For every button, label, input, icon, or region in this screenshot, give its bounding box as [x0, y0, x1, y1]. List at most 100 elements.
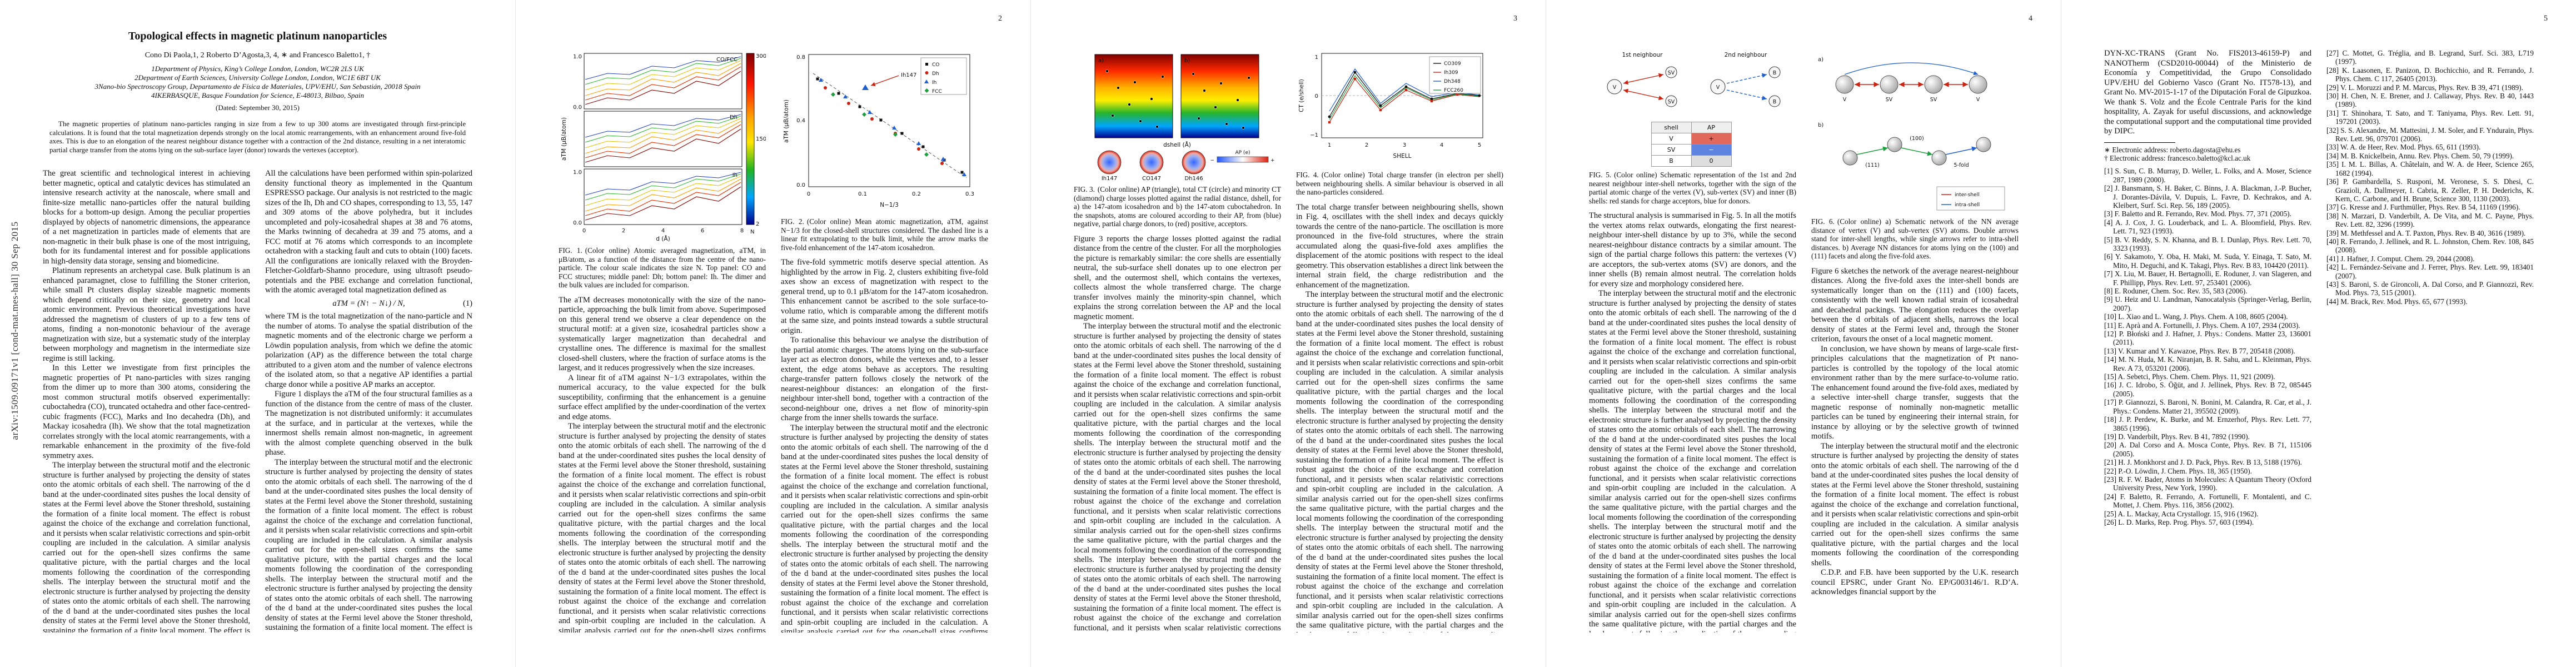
front-matter: Topological effects in magnetic platinum…	[43, 30, 472, 155]
figure-caption-text: (Color online) Atomic averaged magnetiza…	[559, 246, 766, 289]
legend-label: Ih309	[1444, 70, 1458, 76]
figure-4-caption: FIG. 4. (Color online) Total charge trans…	[1296, 171, 1503, 197]
affiliation-2: 2Department of Earth Sciences, Universit…	[134, 73, 381, 82]
fig4-markers	[1328, 71, 1481, 124]
reference-item: [40] R. Ferrando, J. Jellinek, and R. L.…	[2326, 237, 2534, 255]
fig2-legend: CO Dh Ih FCC	[920, 57, 967, 95]
reference-item: [12] P. Błoński and J. Hafner, J. Phys.:…	[2104, 330, 2311, 347]
abstract: The magnetic properties of platinum nano…	[49, 120, 466, 154]
footnote-email: † Electronic address: francesco.baletto@…	[2104, 153, 2251, 162]
reference-item: [26] L. D. Marks, Rep. Prog. Phys. 57, 6…	[2104, 517, 2254, 526]
reference-item: [35] I. M. L. Billas, A. Châtelain, and …	[2326, 160, 2534, 177]
footnote-rule	[2104, 142, 2175, 143]
paragraph: The interplay between the structural mot…	[781, 423, 988, 633]
column-left: a) b) dshell (Å) Ih147 CO147 Dh146 −	[1074, 49, 1281, 633]
table-cell: B	[1651, 155, 1692, 167]
paragraph: The total charge transfer between neighb…	[1296, 202, 1503, 290]
acknowledgments-continued: DYN-XC-TRANS (Grant No. FIS2013-46159-P)…	[2104, 49, 2311, 136]
figure-4: CO309 Ih309 Dh348 FCC260 1 2 3 4 5 1 0 −…	[1296, 49, 1503, 167]
colorbar-tick: 300	[756, 53, 766, 59]
figure-label: FIG. 6.	[1811, 217, 1835, 226]
reference-item: [11] E. Aprà and A. Fortunelli, J. Phys.…	[2104, 321, 2300, 330]
paragraph: Figure 6 sketches the network of the ave…	[1811, 266, 2019, 344]
acknowledgments-start: C.D.P. and F.B. have been supported by t…	[1811, 568, 2019, 596]
schematic-title: 1st neighbour	[1622, 52, 1663, 58]
node-label: SV	[1668, 99, 1675, 105]
tick-label: 4	[1440, 142, 1443, 148]
reference-item: [44] M. Brack, Rev. Mod. Phys. 65, 677 (…	[2326, 297, 2468, 306]
tick-label: 0	[582, 228, 586, 234]
fig6-panel-b: (111) (100) 5-fold	[1842, 136, 1991, 168]
reference-item: [3] F. Baletto and R. Ferrando, Rev. Mod…	[2104, 210, 2291, 218]
reference-item: [41] J. Hafner, J. Comput. Chem. 29, 204…	[2326, 254, 2475, 263]
fig3-colorbar	[1217, 156, 1269, 163]
paragraph: In conclusion, we have shown by means of…	[1811, 344, 2019, 441]
tick-label: 0	[807, 191, 810, 197]
fig3-snapshots	[1097, 150, 1206, 175]
snapshot-label: Dh146	[1184, 176, 1203, 181]
node-label: SV	[1930, 97, 1937, 103]
reference-item: [37] G. Kresse and J. Furthmüller, Phys.…	[2326, 203, 2520, 212]
figure-caption-text: (Color online) Schematic representation …	[1589, 171, 1796, 205]
legend-label: FCC	[932, 89, 942, 94]
tick-label: 0.2	[912, 191, 921, 197]
reference-item: [29] V. L. Moruzzi and P. M. Marcus, Phy…	[2326, 83, 2523, 92]
column-right: CO309 Ih309 Dh348 FCC260 1 2 3 4 5 1 0 −…	[1296, 49, 1503, 633]
reference-item: [39] M. Methfessel and A. T. Paxton, Phy…	[2326, 228, 2526, 237]
column-left: DYN-XC-TRANS (Grant No. FIS2013-46159-P)…	[2104, 49, 2311, 633]
panel-letter: a)	[1818, 57, 1823, 63]
tick-label: 0.4	[796, 118, 805, 124]
tick-label: 2	[622, 228, 625, 234]
paragraph: To rationalise this behaviour we analyse…	[781, 336, 988, 422]
paragraph: The interplay between the structural mot…	[265, 457, 472, 633]
snapshot-label: Ih147	[1102, 176, 1117, 181]
paragraph: Figure 1 displays the aTM of the four st…	[265, 390, 472, 457]
tick-label: −1	[1310, 132, 1318, 138]
affiliation-4: 4IKERBASQUE, Basque Foundation for Scien…	[151, 91, 365, 99]
paragraph: The structural analysis is summarised in…	[1589, 211, 1796, 288]
fig4-plot: CO309 Ih309 Dh348 FCC260 1 2 3 4 5 1 0 −…	[1298, 53, 1483, 160]
text-columns: 0 2 4 6 8 1.0 0.0 1.0 0.0 300 150 2 N	[559, 49, 988, 633]
legend-label: Ih	[932, 80, 936, 86]
paragraph: Platinum represents an archetypal case. …	[43, 266, 250, 363]
legend-label: Dh	[932, 71, 939, 77]
fig1-curves-mid	[585, 114, 741, 163]
reference-item: [32] S. S. Alexandre, M. Mattesini, J. M…	[2326, 126, 2534, 143]
figure-caption-text: (Color online) Total charge transfer (in…	[1296, 171, 1503, 196]
fig4-legend: CO309 Ih309 Dh348 FCC260	[1429, 56, 1481, 94]
reference-list: [1] S. Sun, C. B. Murray, D. Weller, L. …	[2104, 167, 2311, 526]
fig2-series-ih	[819, 78, 966, 176]
figure-caption-text: (Color online) AP (triangle), total CT (…	[1074, 185, 1281, 228]
y-axis-label: CT (e/shell)	[1298, 79, 1305, 112]
legend-label: FCC260	[1444, 88, 1463, 93]
panel-letter: b)	[1818, 122, 1823, 128]
reference-item: [16] J. C. Idrobo, S. Öğüt, and J. Jelli…	[2104, 381, 2311, 398]
reference-item: [42] L. Fernández-Seivane and J. Ferrer,…	[2326, 263, 2534, 280]
reference-item: [18] J. P. Perdew, K. Burke, and M. Ernz…	[2104, 415, 2311, 432]
tick-label: 5	[1478, 142, 1481, 148]
equation-number: (1)	[462, 298, 472, 308]
paragraph: The great scientific and technological i…	[43, 169, 250, 266]
y-axis-label: aTM (μB/atom)	[783, 99, 790, 143]
reference-item: [15] A. Sebetci, Phys. Chem. Chem. Phys.…	[2104, 372, 2275, 381]
page-number: 2	[998, 14, 1002, 23]
facet-label: (100)	[1910, 136, 1924, 142]
colorbar-minus: −	[1210, 158, 1214, 163]
affiliation-3: 3Nano-bio Spectroscopy Group, Departamen…	[94, 82, 421, 91]
tick-label: 4	[661, 228, 665, 234]
fig3-plot: a) b) dshell (Å) Ih147 CO147 Dh146 −	[1094, 54, 1275, 181]
affiliation-1: 1Department of Physics, King’s College L…	[151, 64, 364, 73]
page-number: 5	[2544, 14, 2548, 23]
fig6-panel-a: V SV SV V	[1835, 62, 1987, 103]
colorbar-title: AP (e)	[1235, 150, 1250, 156]
reference-item: [21] H. J. Monkhorst and J. D. Pack, Phy…	[2104, 458, 2302, 467]
panel-tag: Dh	[730, 115, 738, 121]
panel-letter: a)	[1098, 58, 1104, 64]
x-axis-label: N−1/3	[880, 202, 899, 208]
fig3-panel-a	[1094, 54, 1173, 138]
fig5-schematic: 1st neighbour 2nd neighbour V SV SV	[1607, 52, 1781, 107]
page-4: 4 1st neighbour 2nd neighbour	[1546, 0, 2061, 667]
column-right: Ih147 CO Dh Ih FCC 0 0.1 0.2 0.3 0.8	[781, 49, 988, 633]
equation-body: aTM = (N↑ − N↓) / N,	[332, 298, 405, 308]
panel-letter: b)	[1184, 58, 1190, 64]
